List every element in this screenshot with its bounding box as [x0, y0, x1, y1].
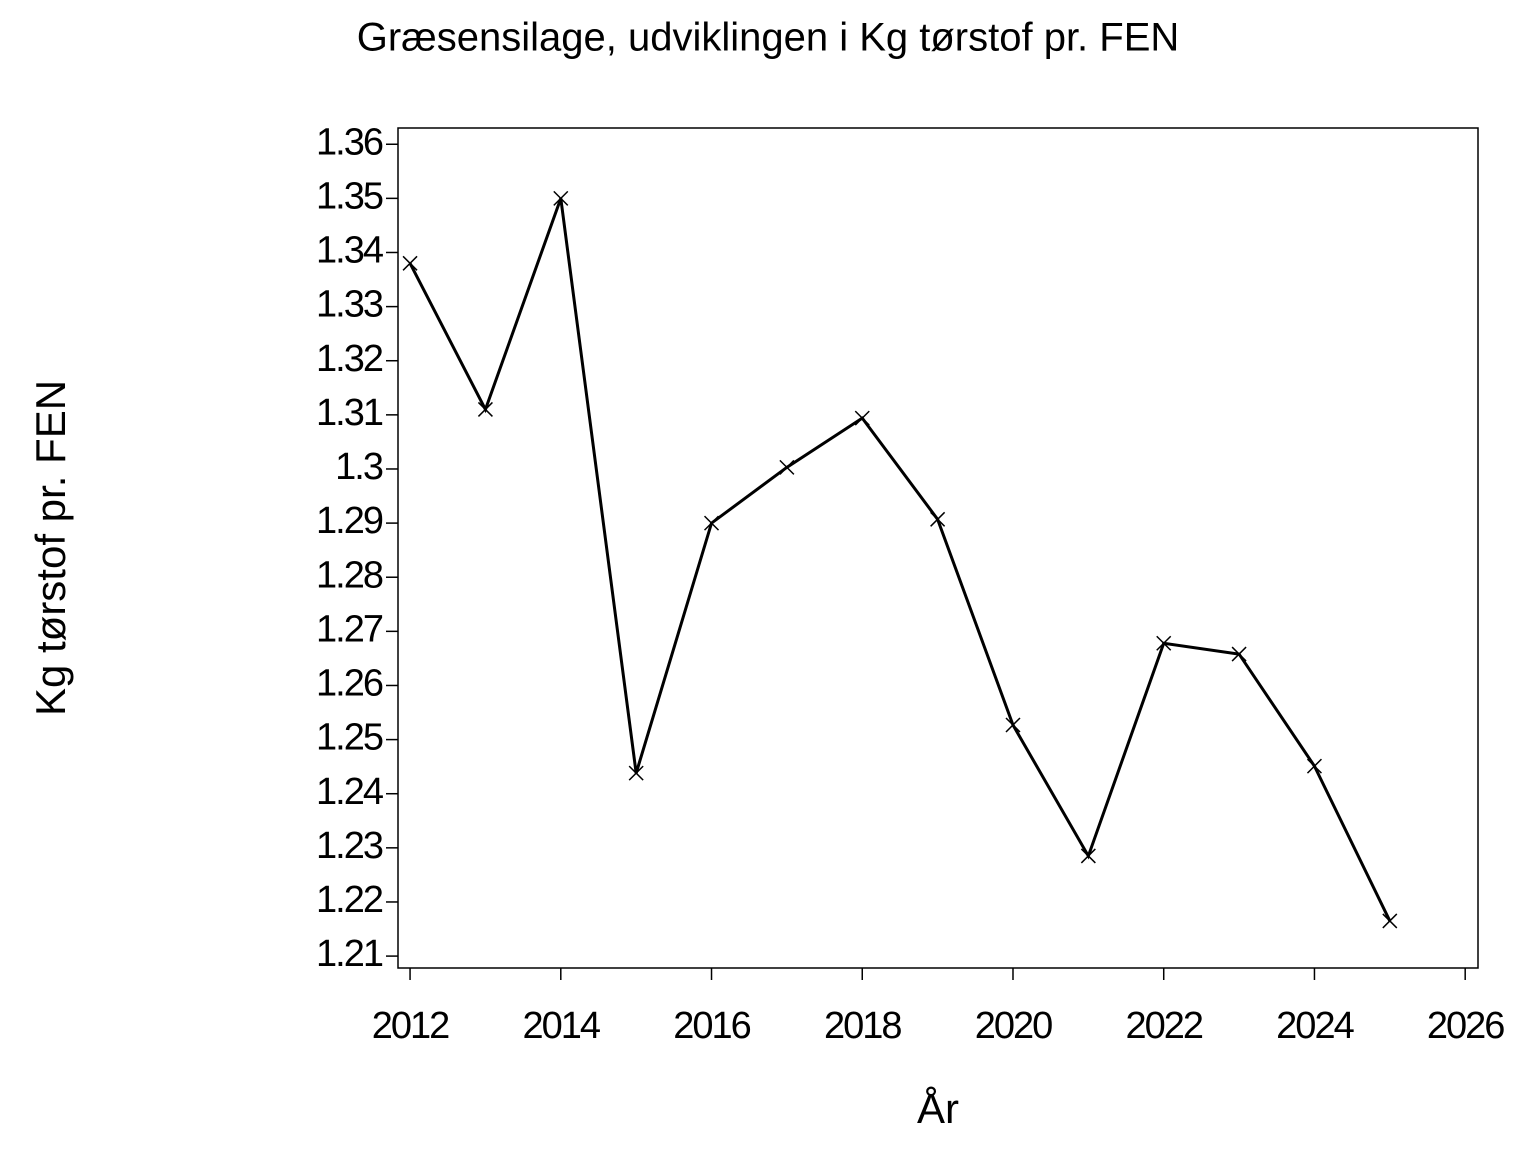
point-marker — [553, 190, 569, 206]
point-marker — [1382, 913, 1398, 929]
data-line — [408, 197, 1392, 922]
x-axis-label: År — [917, 1085, 959, 1132]
y-tick-label: 1.32 — [316, 338, 383, 380]
x-tick-label: 2026 — [1427, 1005, 1504, 1047]
y-tick-label: 1.27 — [316, 608, 383, 650]
y-tick-label: 1.23 — [316, 825, 383, 867]
x-tick-label: 2022 — [1125, 1005, 1202, 1047]
y-tick-label: 1.34 — [316, 230, 384, 272]
point-marker — [1231, 646, 1247, 662]
point-marker — [779, 459, 795, 475]
point-marker — [477, 401, 493, 417]
point-marker — [1005, 717, 1021, 733]
x-tick-label: 2018 — [824, 1005, 901, 1047]
y-tick-label: 1.28 — [316, 554, 383, 596]
point-marker — [1156, 635, 1172, 651]
y-tick-label: 1.3 — [335, 446, 383, 488]
y-tick-label: 1.31 — [316, 392, 383, 434]
y-tick-label: 1.33 — [316, 284, 383, 326]
y-tick-label: 1.35 — [316, 175, 383, 217]
point-marker — [930, 511, 946, 527]
point-marker — [402, 255, 418, 271]
x-tick-label: 2014 — [523, 1005, 601, 1047]
x-tick-label: 2024 — [1276, 1005, 1354, 1047]
y-tick-label: 1.26 — [316, 663, 383, 705]
point-marker — [1080, 848, 1096, 864]
y-axis-label: Kg tørstof pr. FEN — [27, 380, 74, 716]
y-tick-label: 1.25 — [316, 717, 383, 759]
y-tick-label: 1.22 — [316, 879, 383, 921]
chart-title: Græsensilage, udviklingen i Kg tørstof p… — [357, 16, 1180, 60]
y-tick-label: 1.24 — [316, 771, 384, 813]
point-marker — [854, 410, 870, 426]
x-tick-label: 2016 — [673, 1005, 750, 1047]
point-marker — [703, 515, 720, 531]
y-tick-label: 1.29 — [316, 500, 383, 542]
x-tick-label: 2012 — [372, 1005, 449, 1047]
y-tick-label: 1.36 — [316, 121, 383, 163]
x-tick-label: 2020 — [975, 1005, 1052, 1047]
y-tick-label: 1.21 — [316, 933, 383, 975]
point-marker — [1306, 758, 1322, 774]
plot-frame — [397, 127, 1479, 969]
point-marker — [628, 765, 644, 781]
